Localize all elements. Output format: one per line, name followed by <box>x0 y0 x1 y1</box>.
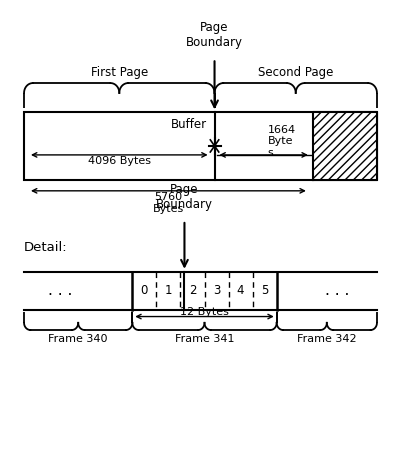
Text: 2: 2 <box>189 284 196 297</box>
Text: 1: 1 <box>165 284 172 297</box>
Text: 5760
Bytes: 5760 Bytes <box>153 192 184 214</box>
Text: Frame 340: Frame 340 <box>49 334 108 343</box>
Text: 4096 Bytes: 4096 Bytes <box>88 156 151 166</box>
Text: 1664
Byte
s: 1664 Byte s <box>268 125 296 158</box>
Text: First Page: First Page <box>91 66 148 79</box>
Text: . . .: . . . <box>48 283 72 299</box>
FancyBboxPatch shape <box>24 112 377 180</box>
Text: 5: 5 <box>261 284 268 297</box>
Text: 3: 3 <box>213 284 220 297</box>
Text: Frame 342: Frame 342 <box>297 334 356 343</box>
Text: Second Page: Second Page <box>258 66 333 79</box>
Text: Buffer: Buffer <box>170 118 207 131</box>
Text: Page
Boundary: Page Boundary <box>186 22 243 49</box>
Text: Detail:: Detail: <box>24 241 68 254</box>
Text: Page
Boundary: Page Boundary <box>156 183 213 211</box>
Text: Frame 341: Frame 341 <box>175 334 234 343</box>
FancyBboxPatch shape <box>313 112 377 180</box>
Text: 12 Bytes: 12 Bytes <box>180 307 229 317</box>
Text: 0: 0 <box>141 284 148 297</box>
Text: 4: 4 <box>237 284 244 297</box>
Text: . . .: . . . <box>325 283 349 299</box>
